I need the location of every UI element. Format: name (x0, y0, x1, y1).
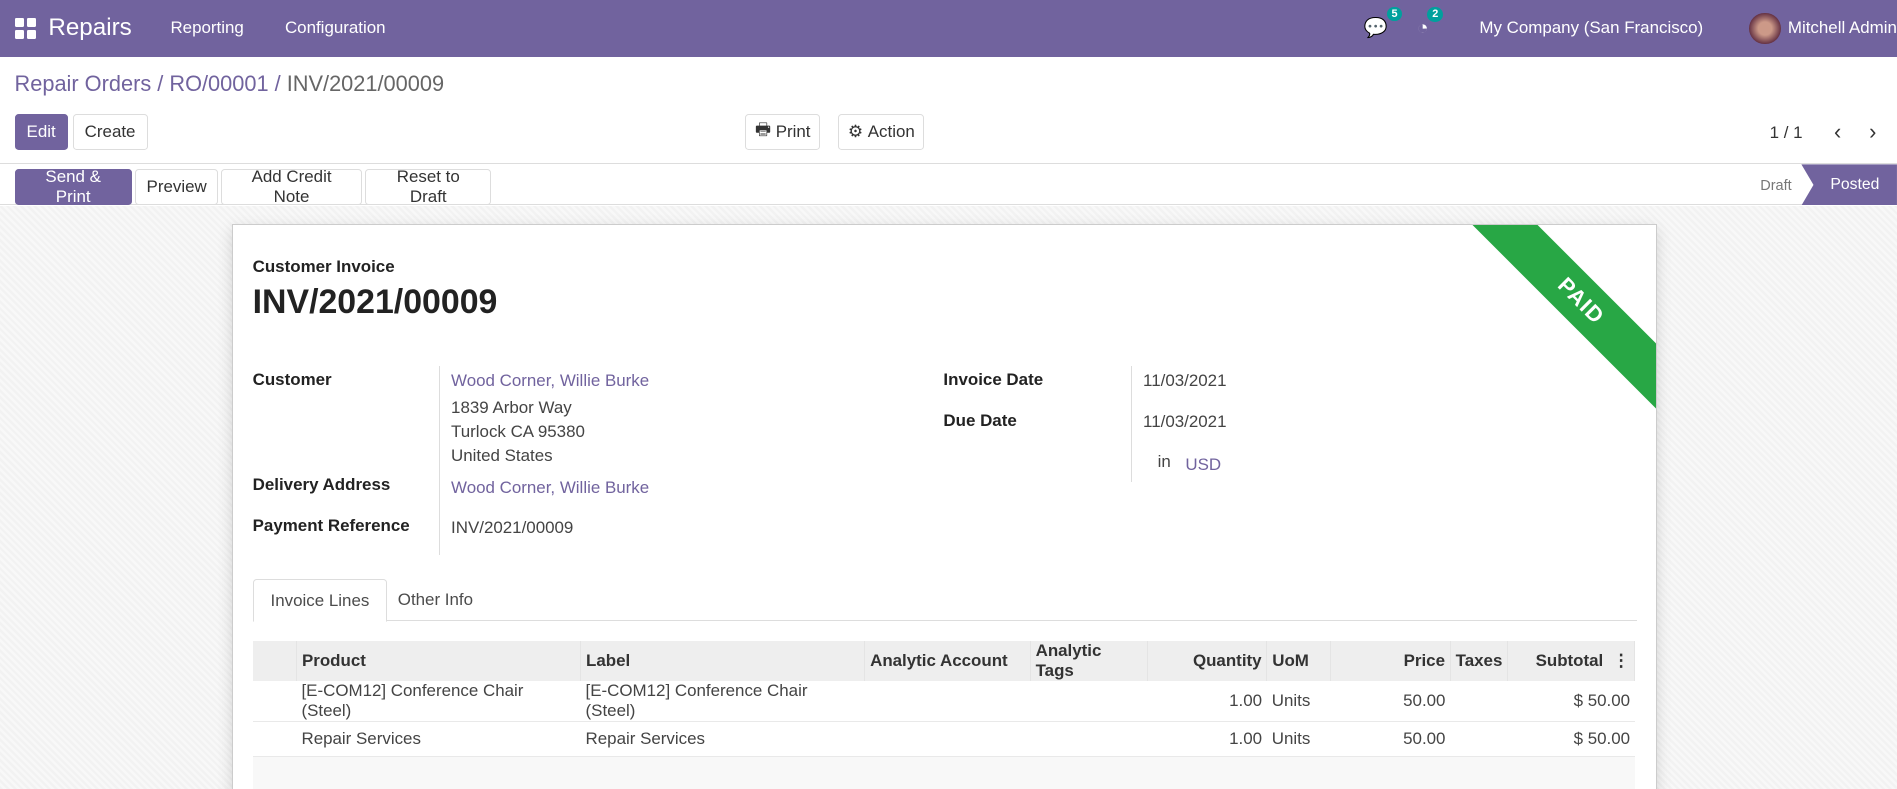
control-panel: Repair Orders / RO/00001 / INV/2021/0000… (0, 57, 1897, 165)
invoice-type: Customer Invoice (252, 257, 395, 277)
notebook-tabs: Invoice Lines Other Info (252, 579, 1637, 623)
table-row[interactable]: [E-COM12] Conference Chair (Steel) [E-COM… (252, 680, 1635, 722)
pager-value[interactable]: 1 / 1 (1769, 123, 1803, 143)
optional-columns-icon[interactable]: ⋮ (1612, 651, 1630, 671)
col-subtotal[interactable]: Subtotal ⋮ (1507, 640, 1636, 681)
table-row[interactable]: Repair Services Repair Services 1.00 Units… (252, 721, 1635, 757)
tab-invoice-lines[interactable]: Invoice Lines (252, 579, 388, 623)
col-label[interactable]: Label (580, 640, 866, 681)
add-credit-note-button[interactable]: Add Credit Note (221, 167, 362, 206)
breadcrumb-ro[interactable]: RO/00001 (169, 71, 269, 97)
invoice-date-label: Invoice Date (943, 369, 1044, 389)
subtotal-label: Subtotal (1535, 651, 1604, 671)
cell-price: 50.00 (1330, 721, 1451, 757)
create-button[interactable]: Create (72, 113, 148, 150)
top-navbar: Repairs Reporting Configuration 💬 5 ◔ 2 My… (0, 0, 1897, 57)
col-analytic-tags[interactable]: Analytic Tags (1030, 640, 1148, 681)
preview-button[interactable]: Preview (135, 169, 218, 206)
cell-subtotal: $ 50.00 (1507, 721, 1635, 757)
invoice-lines-table: Product Label Analytic Account Analytic … (252, 640, 1636, 789)
address-line: United States (451, 446, 553, 466)
gear-icon: ⚙ (847, 122, 864, 142)
menu-configuration[interactable]: Configuration (284, 18, 386, 38)
activities-icon[interactable]: ◔ 2 (1417, 7, 1444, 40)
menu-reporting[interactable]: Reporting (170, 18, 244, 38)
handle-column (252, 640, 298, 681)
due-date: 11/03/2021 (1143, 412, 1227, 432)
payment-reference: INV/2021/00009 (451, 517, 574, 537)
table-header: Product Label Analytic Account Analytic … (252, 640, 1636, 681)
cell-quantity: 1.00 (1147, 721, 1267, 757)
pager-next-icon[interactable]: › (1869, 118, 1877, 144)
col-analytic-account[interactable]: Analytic Account (864, 640, 1031, 681)
messages-icon[interactable]: 💬 5 (1364, 6, 1403, 40)
customer-link[interactable]: Wood Corner, Willie Burke (451, 371, 650, 391)
delivery-address-link[interactable]: Wood Corner, Willie Burke (451, 477, 650, 497)
breadcrumb-current: INV/2021/00009 (286, 71, 445, 97)
customer-label: Customer (252, 369, 332, 389)
col-price[interactable]: Price (1330, 640, 1451, 681)
cell-quantity: 1.00 (1147, 680, 1267, 722)
cell-product: [E-COM12] Conference Chair (Steel) (296, 680, 581, 722)
action-label: Action (867, 121, 915, 141)
cell-price: 50.00 (1330, 680, 1451, 722)
stage-posted[interactable]: Posted (1801, 164, 1897, 206)
cell-label: [E-COM12] Conference Chair (Steel) (580, 680, 865, 722)
reset-to-draft-button[interactable]: Reset to Draft (365, 167, 492, 206)
print-button[interactable]: 🖶 Print (745, 113, 821, 150)
tab-other-info[interactable]: Other Info (397, 590, 474, 610)
breadcrumb-repair-orders[interactable]: Repair Orders (14, 71, 152, 97)
col-uom[interactable]: UoM (1266, 640, 1332, 681)
address-line: Turlock CA 95380 (451, 422, 585, 441)
paid-ribbon: PAID (1470, 224, 1657, 412)
print-icon: 🖶 (755, 120, 771, 140)
due-date-label: Due Date (943, 411, 1017, 431)
stage-draft[interactable]: Draft (1760, 177, 1792, 194)
breadcrumb: Repair Orders / RO/00001 / INV/2021/0000… (14, 71, 445, 97)
currency-in: in (1157, 452, 1171, 472)
cell-subtotal: $ 50.00 (1507, 680, 1635, 722)
payment-reference-label: Payment Reference (252, 516, 410, 536)
col-quantity[interactable]: Quantity (1147, 640, 1268, 681)
company-switcher[interactable]: My Company (San Francisco) (1479, 18, 1704, 38)
apps-menu-icon[interactable] (14, 17, 37, 40)
col-taxes[interactable]: Taxes (1450, 640, 1509, 681)
pager-previous-icon[interactable]: ‹ (1834, 118, 1842, 144)
edit-button[interactable]: Edit (14, 113, 68, 150)
cell-uom: Units (1266, 721, 1331, 757)
action-button[interactable]: ⚙ Action (838, 113, 925, 150)
user-menu[interactable]: Mitchell Admin (1787, 18, 1897, 38)
invoice-date: 11/03/2021 (1143, 371, 1227, 391)
address-line: 1839 Arbor Way (451, 397, 572, 417)
avatar[interactable] (1749, 12, 1781, 45)
col-product[interactable]: Product (296, 640, 582, 681)
invoice-sheet: PAID Customer Invoice INV/2021/00009 Cus… (232, 223, 1657, 789)
activities-badge: 2 (1427, 7, 1444, 22)
send-print-button[interactable]: Send & Print (14, 167, 132, 206)
currency-link[interactable]: USD (1185, 454, 1222, 474)
print-label: Print (775, 121, 811, 141)
status-bar: Send & Print Preview Add Credit Note Res… (0, 164, 1897, 206)
invoice-number: INV/2021/00009 (252, 282, 498, 321)
cell-product: Repair Services (296, 721, 581, 757)
app-name[interactable]: Repairs (48, 14, 132, 42)
messages-badge: 5 (1386, 6, 1403, 22)
delivery-address-label: Delivery Address (252, 475, 391, 495)
empty-row (252, 756, 1635, 789)
cell-label: Repair Services (580, 721, 865, 757)
cell-uom: Units (1266, 680, 1331, 722)
